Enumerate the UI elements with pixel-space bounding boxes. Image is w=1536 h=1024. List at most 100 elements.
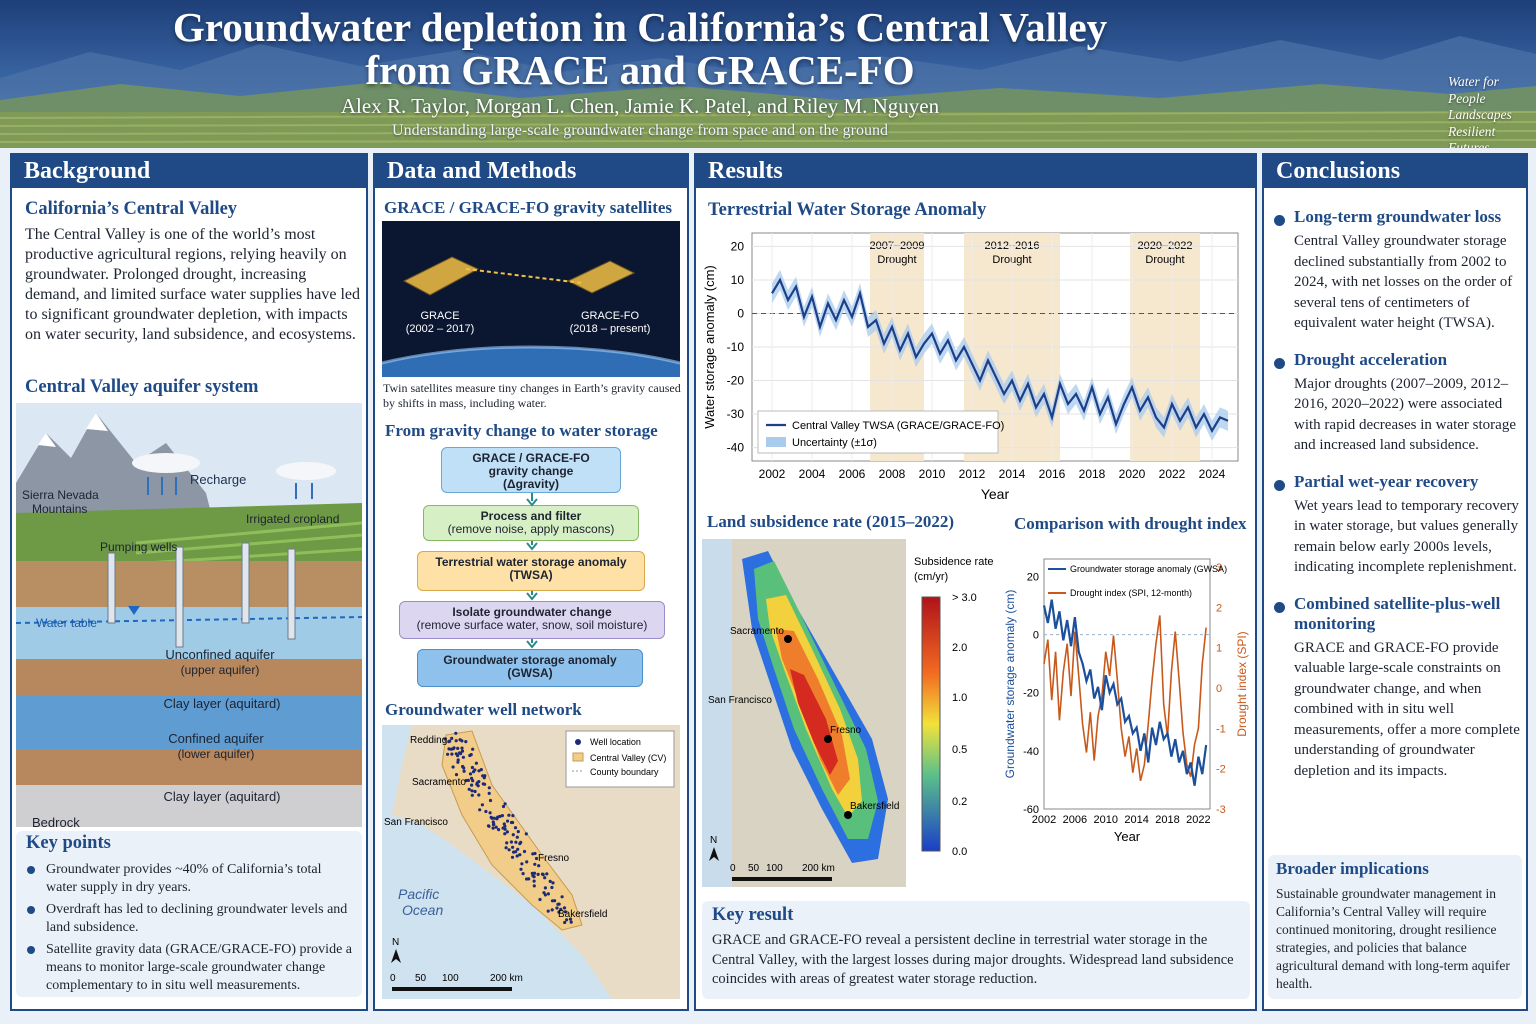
key-point: Groundwater provides ~40% of California’… [24, 861, 356, 897]
city-label: Fresno [538, 853, 570, 864]
well-point [496, 815, 500, 819]
well-point [461, 755, 465, 759]
well-point [518, 842, 522, 846]
flow-step-line: (TWSA) [509, 568, 553, 582]
conclusion-text: Central Valley groundwater storage decli… [1294, 233, 1513, 331]
well-point [568, 917, 573, 921]
well-point [531, 852, 535, 856]
well-point [509, 820, 514, 825]
x-tick-label: 2018 [1079, 467, 1106, 481]
scale-tick: 50 [748, 863, 760, 874]
well-network-map: Well location Central Valley (CV) County… [382, 725, 680, 999]
flow-step-gwsa: Groundwater storage anomaly (GWSA) [417, 649, 643, 687]
scale-tick: 200 km [490, 973, 523, 984]
ocean-label: Ocean [402, 902, 443, 918]
poster-title-line-1: Groundwater depletion in California’s Ce… [172, 4, 1108, 50]
y-tick-label: -20 [1023, 688, 1039, 700]
scale-tick: 50 [415, 973, 427, 984]
well-point [515, 854, 519, 858]
legend-tick: 0.0 [952, 846, 967, 858]
well-point [503, 802, 507, 806]
well-point [446, 752, 450, 756]
chart-legend: Central Valley TWSA (GRACE/GRACE-FO) Unce… [757, 410, 1004, 454]
key-points-heading: Key points [26, 833, 111, 853]
results-column: Results Terrestrial Water Storage Anomal… [694, 153, 1257, 1011]
x-tick-label: 2024 [1199, 467, 1226, 481]
well-point [503, 832, 507, 836]
y2-tick-label: 2 [1216, 602, 1222, 614]
y-tick-label: 20 [1027, 571, 1039, 583]
subsidence-subheading: Land subsidence rate (2015–2022) [707, 512, 954, 531]
well-point [522, 849, 527, 854]
y2-tick-label: 3 [1216, 562, 1222, 574]
well-point [533, 862, 537, 866]
legend-swatch [766, 437, 786, 447]
conclusion-title: Drought acceleration [1294, 349, 1448, 369]
drought-comparison-subheading: Comparison with drought index [1014, 514, 1247, 533]
ocean-label: Pacific [398, 886, 439, 902]
well-point [477, 793, 481, 797]
conclusions-heading: Conclusions [1264, 155, 1526, 188]
well-point [460, 749, 465, 753]
methods-column: Data and Methods GRACE / GRACE-FO gravit… [373, 153, 689, 1011]
flow-step-isolate: Isolate groundwater change (remove surfa… [399, 601, 665, 639]
well-point [550, 908, 554, 912]
scale-tick: 100 [766, 863, 783, 874]
y2-tick-label: -3 [1216, 804, 1226, 816]
well-point [470, 789, 474, 793]
well-point [466, 778, 470, 782]
satellite-caption: Twin satellites measure tiny changes in … [383, 381, 681, 410]
drought-period-label: Drought [877, 254, 916, 266]
y-tick-label: -20 [727, 374, 745, 388]
well-point [557, 902, 561, 906]
confined-label: Confined aquifer [168, 731, 264, 746]
x-tick-label: 2010 [1094, 814, 1118, 826]
legend-tick: 2.0 [952, 642, 967, 654]
landscape-illustration [0, 36, 1536, 148]
scale-tick: 0 [730, 863, 736, 874]
well-point [474, 761, 478, 765]
flow-step-title: GRACE / GRACE-FO [472, 451, 590, 465]
methods-heading: Data and Methods [375, 155, 687, 188]
x-tick-label: 2002 [759, 467, 786, 481]
conclusion-title: Long-term groundwater loss [1294, 207, 1502, 226]
clay-label: Clay layer (aquitard) [163, 789, 280, 804]
well-point [563, 920, 567, 925]
flow-subheading: From gravity change to water storage [385, 421, 658, 440]
well-point [550, 885, 554, 890]
twsa-series-line [771, 277, 1229, 434]
well-point [560, 895, 564, 899]
x-tick-label: 2018 [1155, 814, 1179, 826]
conclusion-item: Long-term groundwater loss Central Valley… [1272, 207, 1524, 334]
implications-panel: Broader implications Sustainable groundw… [1268, 855, 1522, 999]
conclusion-text: Major droughts (2007–2009, 2012–2016, 20… [1294, 375, 1516, 454]
legend-well-location: Well location [590, 737, 641, 747]
flow-step-line: (Δgravity) [503, 477, 559, 491]
y2-axis-label: Drought index (SPI) [1235, 631, 1249, 736]
legend-tick: > 3.0 [952, 592, 977, 604]
well-point [553, 899, 557, 903]
city-label: San Francisco [708, 695, 772, 706]
well-point [536, 872, 540, 876]
x-tick-label: 2022 [1159, 467, 1186, 481]
well-point [534, 856, 539, 861]
spi-series-line [1043, 615, 1207, 781]
well-point [525, 860, 529, 864]
implications-heading: Broader implications [1276, 859, 1429, 878]
well-point [543, 886, 547, 890]
well-point [501, 804, 506, 809]
x-axis-label: Year [981, 486, 1010, 502]
well-point [507, 848, 511, 852]
well-point [480, 803, 484, 807]
grace-years: (2002 – 2017) [406, 323, 475, 335]
key-point: Overdraft has led to declining groundwat… [24, 901, 356, 937]
mountains-label: Sierra Nevada [22, 488, 99, 502]
legend-tick: 1.0 [952, 692, 967, 704]
x-tick-label: 2004 [799, 467, 826, 481]
gwsa-series-line [1042, 599, 1208, 786]
well-point [456, 758, 460, 762]
unconfined-label: Unconfined aquifer [165, 647, 275, 662]
water-table-label: Water table [36, 616, 97, 630]
well-point [532, 871, 537, 875]
well-point [491, 826, 495, 830]
